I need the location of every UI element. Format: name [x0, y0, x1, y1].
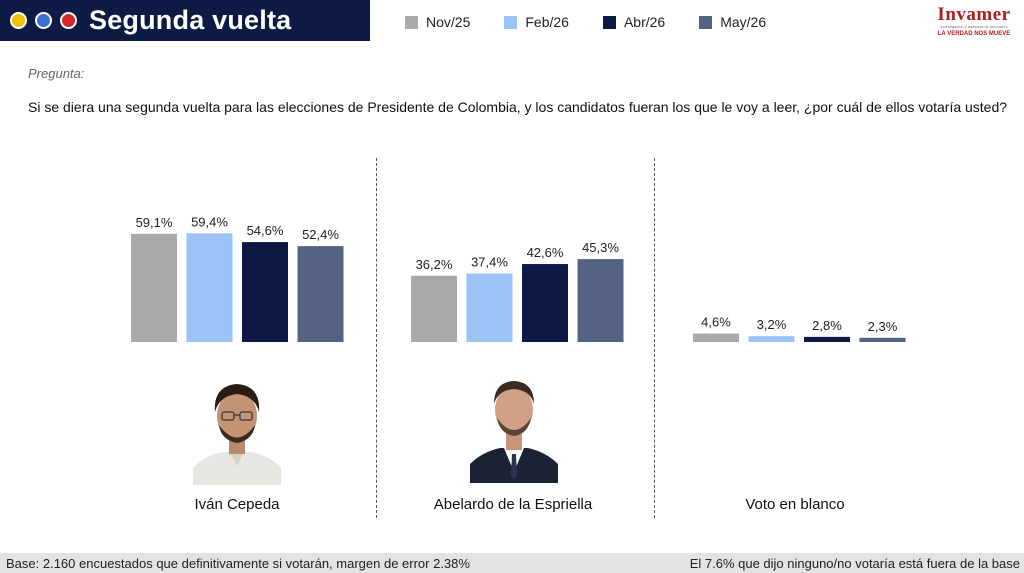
legend-label: Feb/26	[525, 14, 569, 30]
footer-excluded-note: El 7.6% que dijo ninguno/no votaría está…	[689, 556, 1020, 571]
bar-May26-0	[297, 246, 344, 342]
group-divider	[654, 158, 655, 518]
legend-label: Abr/26	[623, 14, 666, 30]
bar-value-label: 4,6%	[701, 315, 731, 330]
logo-subtitle: investigación y asesoría de mercados	[940, 24, 1008, 29]
logo-name: Invamer	[937, 4, 1011, 25]
red-dot-icon	[60, 12, 77, 29]
invamer-logo: Invamer investigación y asesoría de merc…	[934, 4, 1014, 37]
bar-value-label: 36,2%	[416, 257, 453, 272]
bar-value-label: 2,3%	[868, 319, 898, 334]
bar-May26-2	[859, 337, 906, 342]
candidate-photo-espriella	[470, 368, 558, 483]
bar-Abr26-2	[804, 336, 850, 342]
group-divider	[376, 158, 377, 518]
legend-item-nov25: Nov/25	[405, 14, 470, 30]
question-text: Si se diera una segunda vuelta para las …	[28, 99, 1008, 115]
legend-swatch	[699, 15, 713, 29]
title-bar: Segunda vuelta	[0, 0, 370, 41]
bar-value-label: 54,6%	[247, 223, 284, 238]
bar-value-label: 3,2%	[757, 317, 787, 332]
category-name-blank: Voto en blanco	[745, 496, 845, 513]
candidate-name-espriella: Abelardo de la Espriella	[433, 496, 593, 513]
bar-value-label: 52,4%	[302, 227, 339, 242]
bar-Feb26-2	[748, 336, 795, 342]
page-title: Segunda vuelta	[89, 5, 292, 35]
bar-chart: 59,1% 59,4% 54,6% 52,4% 36,2% 37,4% 42,6% 45,3%…	[131, 214, 906, 342]
yellow-dot-icon	[10, 12, 27, 29]
bar-value-label: 2,8%	[812, 318, 842, 333]
bar-Nov25-0	[131, 233, 177, 342]
bar-Feb26-0	[186, 233, 233, 342]
bar-value-label: 42,6%	[527, 245, 564, 260]
logo-tagline: LA VERDAD NOS MUEVE	[937, 31, 1011, 37]
legend-item-feb26: Feb/26	[504, 14, 569, 30]
bar-value-label: 37,4%	[471, 255, 508, 270]
bar-May26-1	[577, 259, 624, 342]
footer-bar: Base: 2.160 encuestados que definitivame…	[0, 553, 1024, 573]
bar-Abr26-0	[242, 242, 288, 342]
candidate-photo-cepeda	[193, 370, 281, 485]
legend-swatch	[602, 15, 616, 29]
legend-item-may26: May/26	[699, 14, 766, 30]
bar-Abr26-1	[522, 264, 568, 342]
bar-value-label: 59,1%	[136, 215, 173, 230]
chart-legend: Nov/25 Feb/26 Abr/26 May/26	[405, 14, 800, 30]
candidate-name-cepeda: Iván Cepeda	[194, 496, 280, 513]
bar-value-label: 59,4%	[191, 214, 228, 229]
blue-dot-icon	[35, 12, 52, 29]
bar-Nov25-1	[411, 275, 457, 342]
bar-Feb26-1	[466, 273, 513, 342]
legend-swatch	[405, 15, 418, 29]
bar-Nov25-2	[693, 333, 739, 342]
bar-value-label: 45,3%	[582, 240, 619, 255]
legend-label: Nov/25	[426, 14, 471, 30]
question-label: Pregunta:	[28, 66, 85, 81]
legend-swatch	[504, 15, 518, 29]
legend-label: May/26	[720, 14, 767, 30]
legend-item-abr26: Abr/26	[602, 14, 666, 30]
footer-base-note: Base: 2.160 encuestados que definitivame…	[6, 556, 470, 571]
